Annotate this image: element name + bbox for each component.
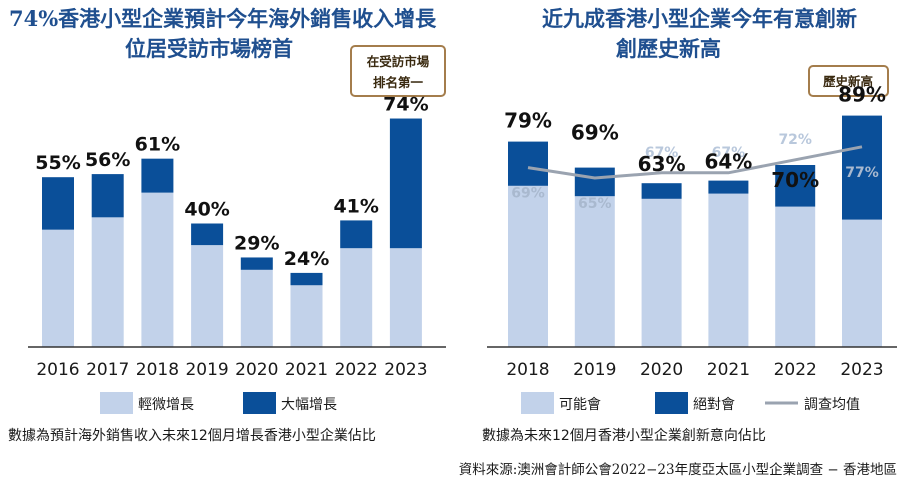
tick-label-2020: 2020: [640, 360, 683, 380]
bar-definitely-2020: [641, 183, 682, 199]
chart-left: 74%香港小型企業預計今年海外銷售收入增長 位居受訪市場榜首 在受訪市場 排名第…: [8, 6, 446, 444]
bar-maybe-2023: [842, 219, 882, 347]
bar-maybe-2020: [641, 198, 682, 347]
avg-label-2022: 72%: [778, 132, 812, 148]
legend-swatch-slight: [100, 392, 133, 414]
total-label-2021: 64%: [704, 150, 752, 174]
tick-label-2020: 2020: [235, 360, 278, 380]
total-label-2016: 55%: [35, 152, 80, 174]
right-title-line-2: 創歷史新高: [616, 36, 721, 61]
total-label-2023: 74%: [383, 94, 428, 116]
bar-slight-2019: [191, 245, 224, 347]
tick-label-2018: 2018: [506, 360, 549, 380]
bar-definitely-2018: [508, 141, 548, 186]
legend-label-avg: 調查均值: [804, 397, 860, 413]
total-label-2018: 61%: [135, 134, 180, 156]
total-label-2023: 89%: [838, 83, 886, 107]
left-badge: [350, 45, 446, 97]
tick-label-2019: 2019: [573, 360, 616, 380]
avg-label-2019: 65%: [578, 196, 612, 212]
left-bars: 55% 56%61% 40%29%24% 41% 74%: [35, 94, 429, 347]
left-title-line-1: 74%香港小型企業預計今年海外銷售收入增長: [9, 6, 437, 31]
source-note: 資料來源:澳洲會計師公會2022−23年度亞太區小型企業調查 − 香港地區: [459, 461, 897, 478]
total-label-2019: 40%: [184, 199, 229, 221]
avg-line: [527, 145, 863, 180]
bar-slight-2021: [290, 285, 323, 347]
right-badge-label: 歷史新高: [823, 74, 873, 89]
right-value-labels: 69%79%65%69%67%63% 67%64%72%70% 77%89%: [504, 83, 886, 212]
tick-label-2016: 2016: [36, 360, 79, 380]
avg-label-2023: 77%: [845, 165, 879, 181]
bar-slight-2018: [141, 192, 174, 347]
bar-large-2016: [42, 177, 74, 230]
bar-large-2019: [191, 223, 224, 246]
right-badge: [808, 65, 889, 97]
legend-swatch-definitely: [655, 392, 688, 414]
left-title-line-2: 位居受訪市場榜首: [125, 36, 293, 61]
bar-large-2018: [141, 158, 174, 193]
bar-definitely-2022: [775, 165, 816, 207]
tick-label-2021: 2021: [285, 360, 328, 380]
chart-right: 近九成香港小型企業今年有意創新 創歷史新高 歷史新高 69% 79% 65% 69% 6…: [482, 6, 897, 444]
tick-label-2022: 2022: [335, 360, 378, 380]
tick-label-2017: 2017: [86, 360, 129, 380]
bar-definitely-2019: [574, 167, 615, 197]
bar-definitely-2021: [708, 180, 749, 194]
legend-swatch-maybe: [521, 392, 554, 414]
avg-label-2021: 67%: [712, 145, 746, 161]
tick-label-2022: 2022: [774, 360, 817, 380]
bar-large-2022: [340, 220, 373, 249]
avg-label-2018: 69%: [511, 186, 545, 202]
total-label-2020: 29%: [234, 232, 279, 254]
legend-swatch-large: [243, 392, 276, 414]
tick-label-2023: 2023: [840, 360, 883, 380]
bar-slight-2023: [389, 248, 422, 347]
bar-large-2020: [240, 257, 273, 270]
bar-maybe-2018: [508, 185, 548, 347]
bar-large-2023: [389, 118, 422, 249]
avg-label-2020: 67%: [645, 145, 679, 161]
tick-label-2019: 2019: [185, 360, 228, 380]
bar-slight-2022: [340, 248, 373, 347]
total-label-2018: 79%: [504, 109, 552, 133]
left-badge-line-1: 在受訪市場: [367, 54, 430, 69]
tick-label-2018: 2018: [136, 360, 179, 380]
right-bars: [508, 115, 882, 347]
total-label-2022: 41%: [333, 195, 378, 217]
left-badge-line-2: 排名第一: [373, 75, 424, 90]
bar-maybe-2021: [708, 193, 749, 347]
tick-label-2023: 2023: [384, 360, 427, 380]
tick-label-2021: 2021: [707, 360, 750, 380]
bar-slight-2020: [240, 269, 273, 347]
left-note: 數據為預計海外銷售收入未來12個月增長香港小型企業佔比: [8, 427, 376, 444]
bar-maybe-2022: [775, 206, 816, 347]
total-label-2020: 63%: [638, 152, 686, 176]
legend-label-large: 大幅增長: [281, 397, 337, 413]
legend-label-slight: 輕微增長: [138, 397, 194, 413]
bar-slight-2017: [91, 217, 124, 347]
total-label-2019: 69%: [571, 121, 619, 145]
legend-label-definitely: 絕對會: [693, 397, 735, 413]
bar-definitely-2023: [842, 115, 882, 220]
bar-maybe-2019: [574, 196, 615, 347]
right-tick-labels: 2018 2019 2020 2021 2022 2023: [506, 360, 883, 380]
right-note: 數據為未來12個月香港小型企業創新意向佔比: [482, 427, 766, 444]
total-label-2017: 56%: [85, 149, 130, 171]
right-title-line-1: 近九成香港小型企業今年有意創新: [542, 6, 857, 31]
total-label-2022: 70%: [771, 168, 819, 192]
left-tick-labels: 2016 2017 2018 2019 2020 2021 2022 2023: [36, 360, 427, 380]
bar-large-2017: [91, 174, 124, 218]
legend-label-maybe: 可能會: [559, 397, 601, 413]
total-label-2021: 24%: [284, 248, 329, 270]
bar-large-2021: [290, 272, 323, 286]
bar-slight-2016: [42, 229, 74, 347]
